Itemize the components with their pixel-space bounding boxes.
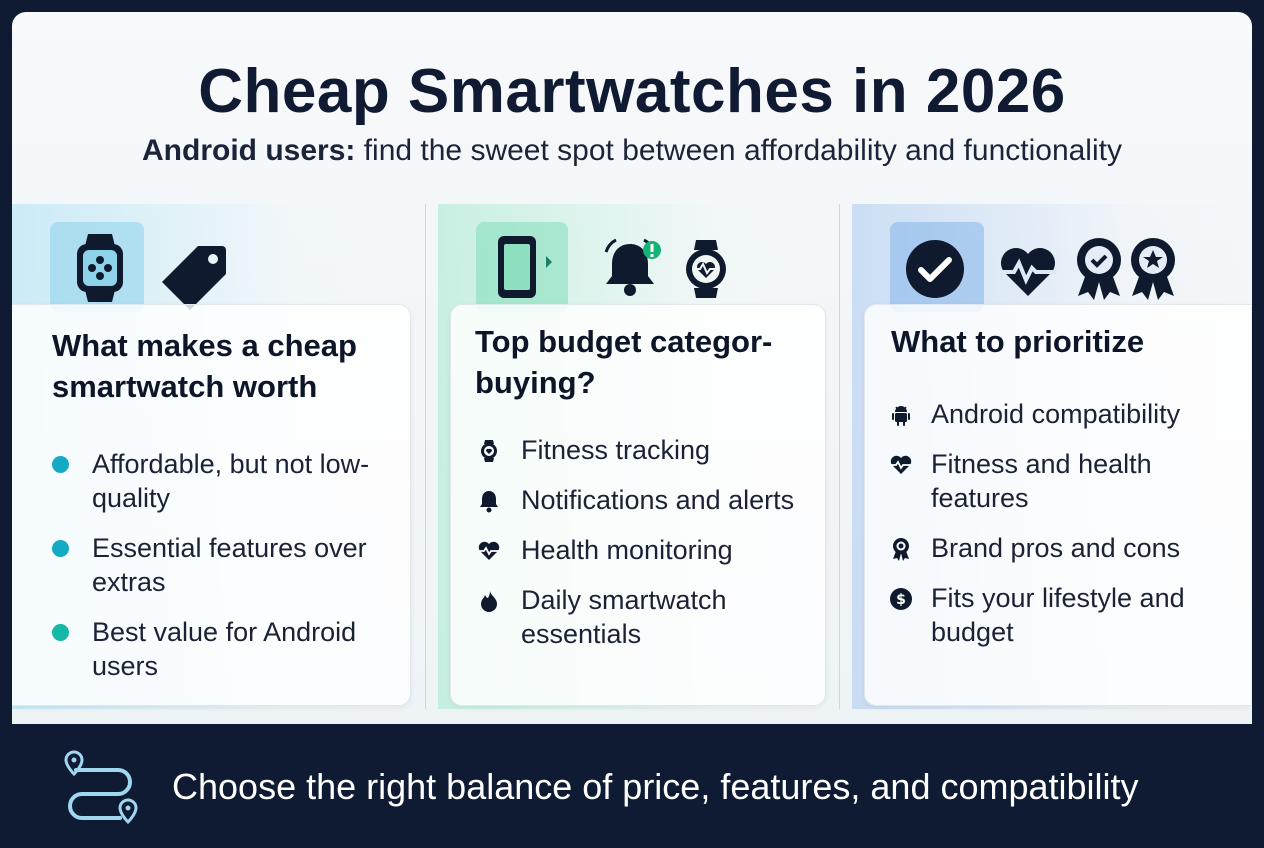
list-item: Essential features over extras — [52, 531, 392, 599]
footer-tagline: Choose the right balance of price, featu… — [172, 766, 1139, 807]
prioritize-list: Android compatibility Fitness and health… — [889, 397, 1239, 665]
card-heading: Top budget categor- buying? — [475, 324, 773, 400]
dollar-icon: $ — [890, 588, 912, 610]
list-item-label: Daily smartwatch essentials — [521, 585, 727, 649]
bell-icon — [480, 491, 498, 513]
award-icon — [893, 538, 909, 561]
list-item-label: Essential features over extras — [92, 533, 367, 597]
column-prioritize: What to prioritize Android compatibility… — [852, 204, 1252, 709]
card-categories: Top budget categor- buying? Fitness trac… — [450, 304, 826, 706]
heartbeat-icon — [1000, 248, 1056, 296]
android-icon — [892, 406, 910, 426]
award-check-icon — [1077, 238, 1121, 300]
card-heading: What to prioritize — [891, 324, 1145, 359]
list-item: Health monitoring — [477, 533, 817, 567]
smartwatch-icon — [77, 234, 123, 302]
column-divider — [425, 204, 426, 709]
watch-icon — [481, 440, 497, 462]
worth-list: Affordable, but not low-quality Essentia… — [52, 447, 392, 699]
list-item-label: Fits your lifestyle and budget — [931, 583, 1185, 647]
card-heading: What makes a cheap smartwatch worth — [52, 328, 357, 404]
route-icon — [64, 750, 138, 825]
svg-text:$: $ — [896, 592, 906, 608]
list-item: Notifications and alerts — [477, 483, 817, 517]
heartbeat-icon — [478, 541, 500, 560]
page-subtitle: Android users: find the sweet spot betwe… — [12, 134, 1252, 168]
list-item-label: Affordable, but not low-quality — [92, 449, 370, 513]
footer-banner: Choose the right balance of price, featu… — [0, 724, 1264, 848]
flame-icon — [481, 591, 497, 612]
column-categories: Top budget categor- buying? Fitness trac… — [438, 204, 828, 709]
categories-list: Fitness tracking Notifications and alert… — [477, 433, 817, 667]
checkmark-icon — [906, 240, 964, 298]
list-item-label: Best value for Android users — [92, 617, 357, 681]
list-item: Android compatibility — [889, 397, 1239, 431]
bullet-dot — [52, 540, 69, 557]
page-title: Cheap Smartwatches in 2026 — [198, 57, 1066, 126]
list-item-label: Notifications and alerts — [521, 485, 795, 515]
card-prioritize: What to prioritize Android compatibility… — [864, 304, 1251, 706]
list-item: Fitness tracking — [477, 433, 817, 467]
list-item: Fitness and health features — [889, 447, 1239, 515]
list-item: $ Fits your lifestyle and budget — [889, 581, 1239, 649]
list-item-label: Android compatibility — [931, 399, 1181, 429]
list-item: Daily smartwatch essentials — [477, 583, 817, 651]
list-item-label: Fitness and health features — [931, 449, 1152, 513]
bullet-dot — [52, 456, 69, 473]
list-item: Best value for Android users — [52, 615, 392, 683]
bullet-dot — [52, 624, 69, 641]
card-worth: What makes a cheap smartwatch worth Affo… — [12, 304, 411, 706]
subtitle-rest: find the sweet spot between affordabilit… — [355, 134, 1122, 167]
list-item-label: Brand pros and cons — [931, 533, 1181, 563]
subtitle-bold: Android users: — [142, 134, 356, 167]
column-worth: What makes a cheap smartwatch worth Affo… — [12, 204, 412, 709]
award-star-icon — [1131, 238, 1175, 300]
heartbeat-icon — [890, 455, 912, 474]
smartphone-icon — [498, 236, 552, 298]
bell-alert-icon — [604, 238, 661, 296]
list-item: Affordable, but not low-quality — [52, 447, 392, 515]
heart-watch-icon — [686, 240, 726, 298]
list-item-label: Fitness tracking — [521, 435, 711, 465]
list-item-label: Health monitoring — [521, 535, 733, 565]
infographic-panel: Cheap Smartwatches in 2026 Android users… — [12, 12, 1252, 724]
price-tag-icon — [162, 246, 226, 310]
column-divider — [839, 204, 840, 709]
list-item: Brand pros and cons — [889, 531, 1239, 565]
